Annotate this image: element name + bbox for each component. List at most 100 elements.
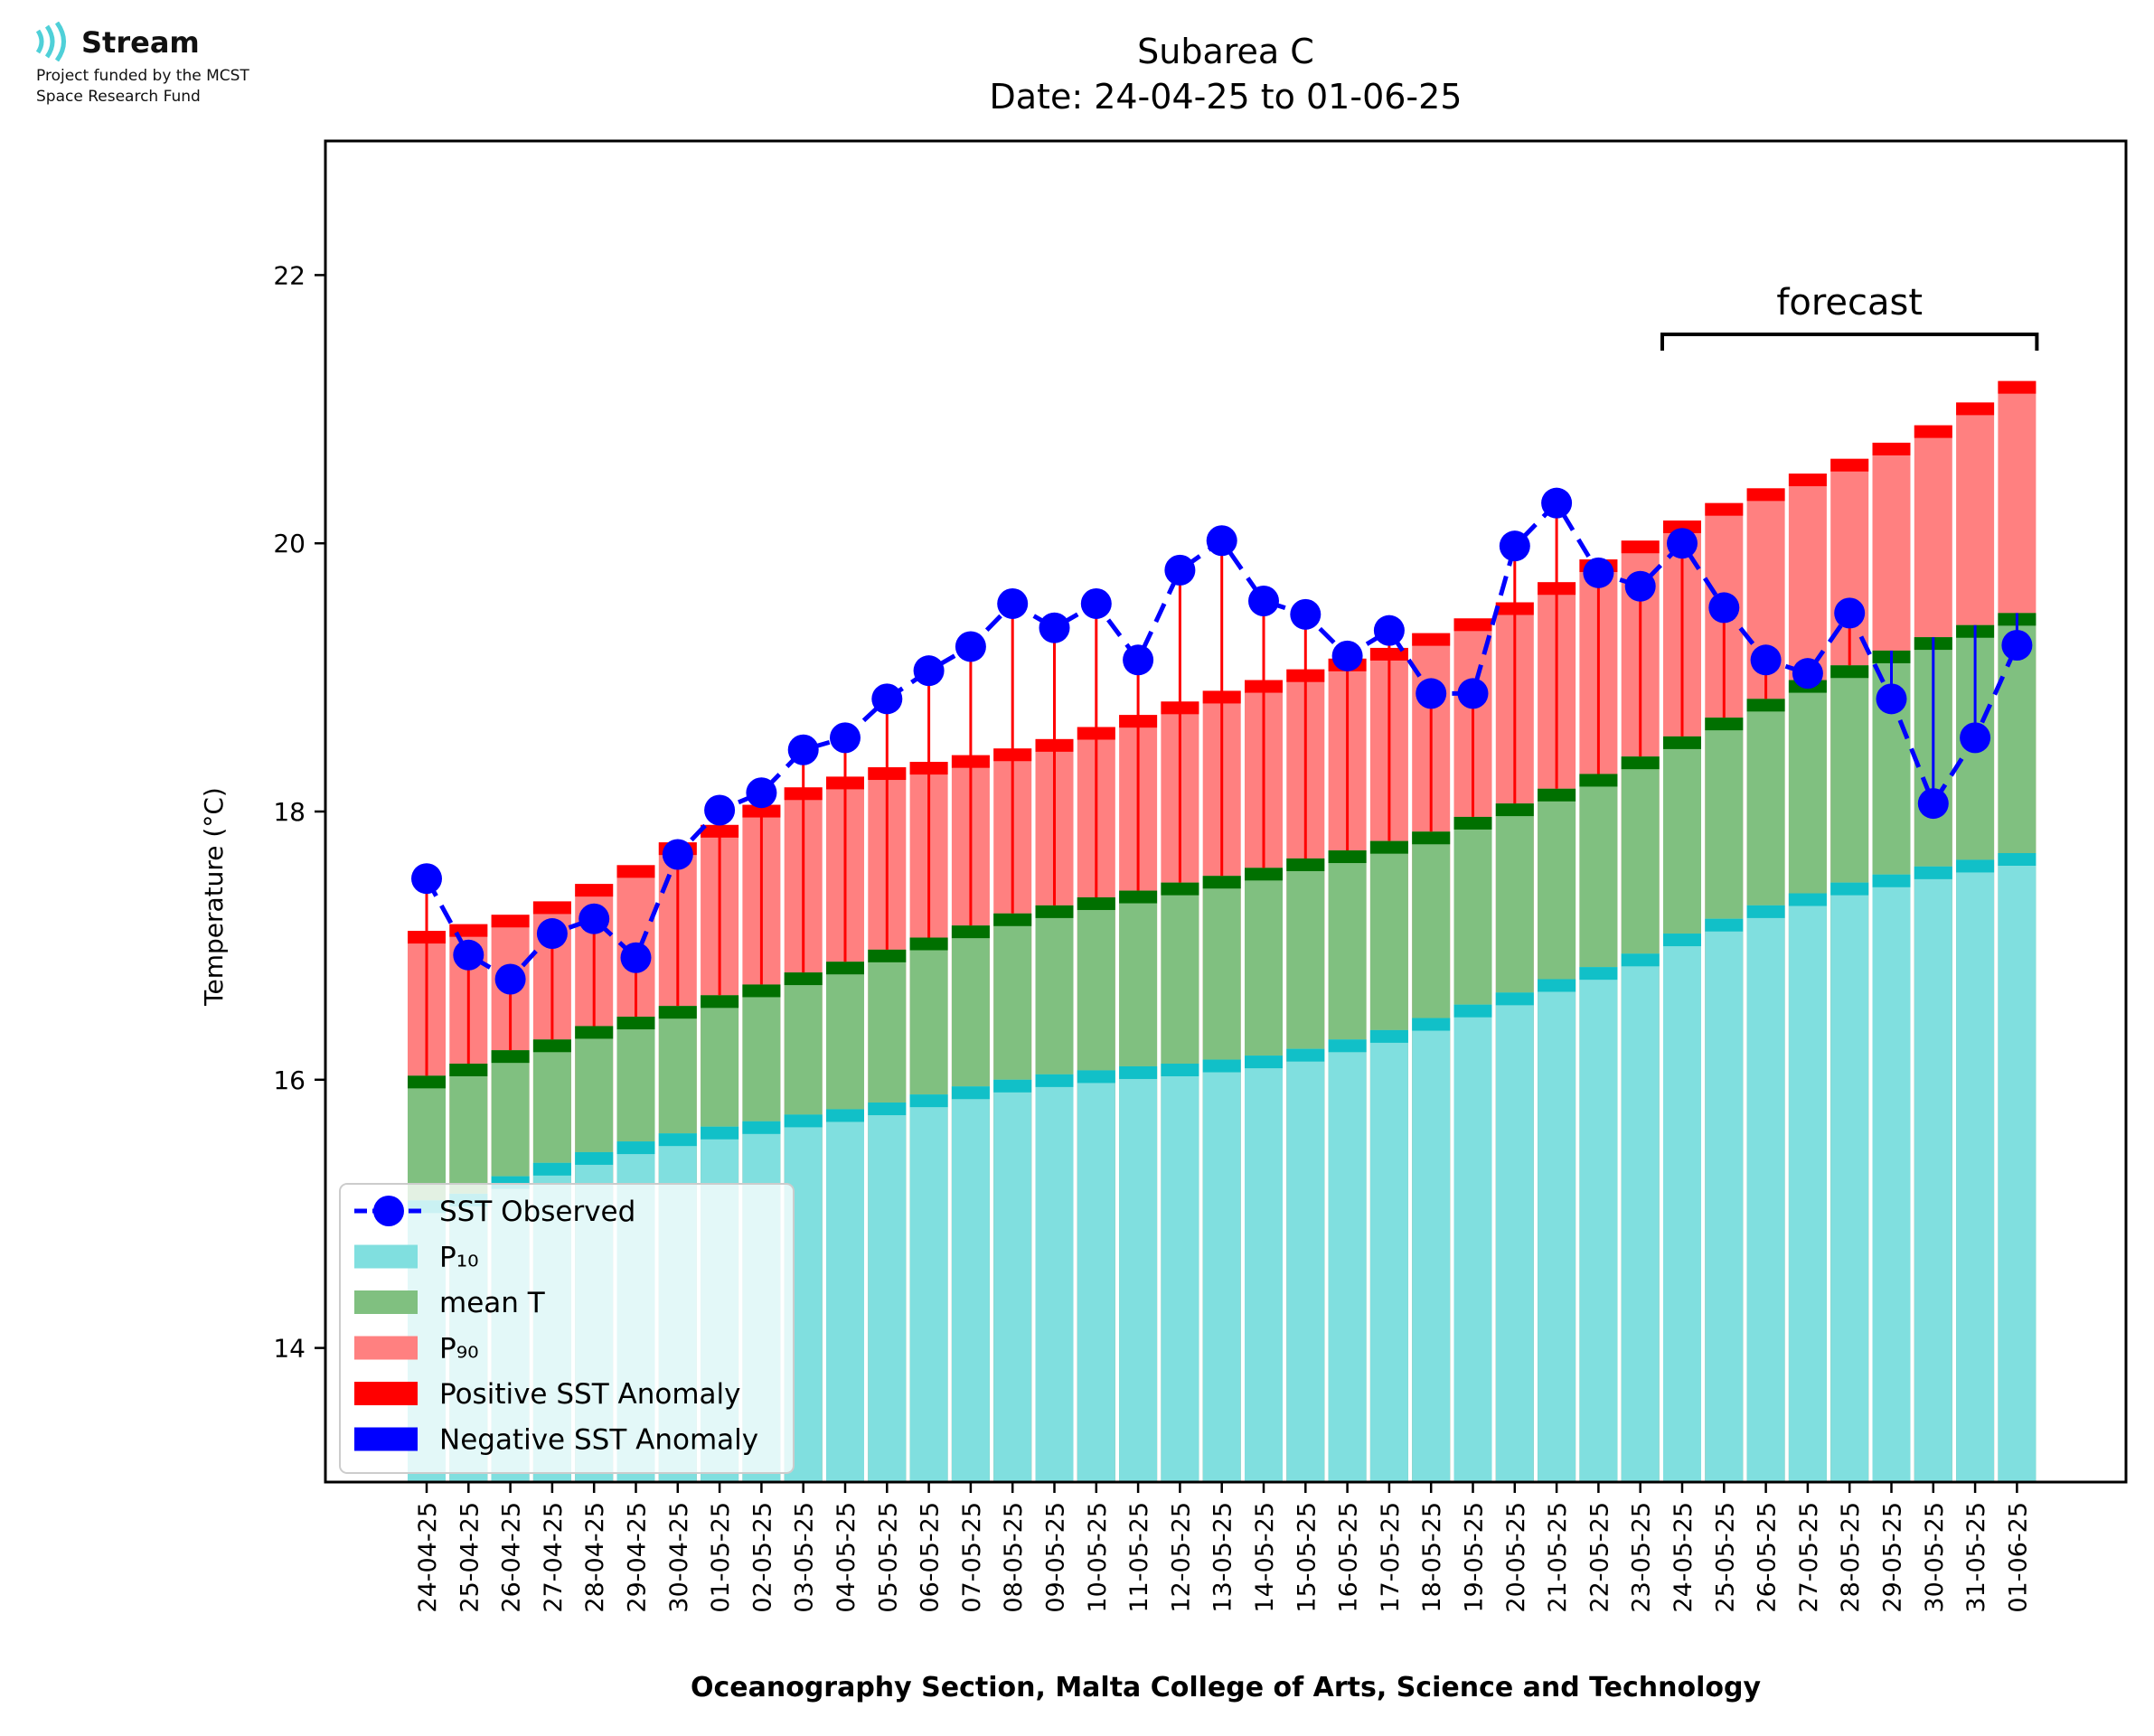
bar-cap-mean-t	[1119, 890, 1158, 904]
bar-cap-mean-t	[1746, 699, 1785, 712]
bar-cap-p90	[1705, 502, 1744, 516]
legend-label: Positive SST Anomaly	[439, 1378, 740, 1411]
bar-cap-p10	[1119, 1065, 1158, 1079]
bar-cap-mean-t	[1621, 756, 1660, 770]
legend-label: mean T	[439, 1287, 546, 1319]
bar-cap-p90	[1914, 425, 1952, 438]
bar-cap-p10	[1663, 934, 1701, 947]
sst-observed-point	[871, 683, 903, 715]
bar-p10	[1621, 953, 1660, 1482]
bar-cap-mean-t	[575, 1026, 614, 1039]
bar-cap-p10	[993, 1079, 1032, 1093]
x-tick-label: 04-05-25	[832, 1502, 861, 1613]
sst-observed-point	[1834, 597, 1866, 629]
sst-observed-point	[1541, 487, 1573, 519]
bar-cap-mean-t	[742, 984, 781, 998]
x-tick-label: 27-04-25	[540, 1502, 568, 1613]
sst-observed-point	[746, 777, 777, 809]
bar-cap-p10	[1077, 1070, 1115, 1084]
bar-cap-p10	[658, 1133, 697, 1147]
y-tick-label: 22	[273, 260, 306, 290]
bar-cap-mean-t	[1538, 788, 1576, 802]
x-tick-label: 21-05-25	[1544, 1502, 1572, 1613]
legend-label: P₉₀	[439, 1333, 479, 1365]
bar-cap-p90	[1830, 458, 1869, 472]
bar-cap-p10	[951, 1086, 990, 1100]
bar-cap-p10	[532, 1162, 571, 1176]
sst-observed-point	[1164, 554, 1196, 586]
bar-cap-mean-t	[1830, 665, 1869, 679]
bar-cap-mean-t	[1035, 905, 1074, 918]
sst-observed-point	[1792, 658, 1823, 690]
x-tick-label: 02-05-25	[748, 1502, 776, 1613]
legend-swatch	[354, 1290, 418, 1314]
bar-cap-mean-t	[1579, 774, 1618, 787]
sst-observed-point	[830, 722, 861, 754]
x-tick-label: 30-04-25	[665, 1502, 693, 1613]
x-tick-label: 29-04-25	[624, 1502, 652, 1613]
bar-cap-p10	[1412, 1018, 1451, 1031]
legend-item: P₉₀	[354, 1333, 479, 1365]
x-tick-label: 07-05-25	[958, 1502, 986, 1613]
x-tick-label: 23-05-25	[1628, 1502, 1656, 1613]
bar-cap-mean-t	[1453, 816, 1492, 830]
y-tick-label: 18	[273, 797, 306, 827]
bar-cap-mean-t	[1328, 850, 1367, 864]
bar-p10	[993, 1079, 1032, 1482]
bar-cap-mean-t	[868, 949, 907, 962]
sst-observed-point	[1960, 722, 1991, 754]
sst-observed-point	[1206, 525, 1237, 557]
sst-observed-point	[955, 631, 986, 662]
bar-cap-p10	[575, 1151, 614, 1165]
x-tick-label: 03-05-25	[791, 1502, 819, 1613]
x-tick-label: 26-04-25	[498, 1502, 526, 1613]
bar-cap-p10	[1453, 1004, 1492, 1018]
bar-cap-p10	[1998, 853, 2036, 867]
legend-item: P₁₀	[354, 1242, 479, 1274]
legend-swatch	[354, 1336, 418, 1360]
funding-line-1: Project funded by the MCST	[36, 67, 249, 85]
bar-p10	[1663, 934, 1701, 1482]
legend-item: Positive SST Anomaly	[354, 1378, 740, 1411]
sst-observed-point	[1039, 612, 1070, 643]
bar-p10	[1872, 874, 1911, 1482]
bar-cap-p10	[1705, 918, 1744, 932]
sst-observed-point	[787, 734, 819, 765]
x-axis-label: Oceanography Section, Malta College of A…	[691, 1672, 1762, 1703]
sst-observed-point	[494, 963, 526, 995]
bar-cap-p10	[909, 1094, 948, 1108]
bar-cap-p10	[616, 1141, 655, 1155]
bar-cap-p10	[1286, 1048, 1325, 1062]
bar-cap-p10	[1202, 1059, 1241, 1073]
legend-box	[339, 1183, 795, 1474]
x-tick-label: 09-05-25	[1042, 1502, 1070, 1613]
bar-cap-p10	[1956, 859, 1995, 873]
bar-cap-mean-t	[1286, 858, 1325, 871]
x-tick-label: 08-05-25	[1000, 1502, 1028, 1613]
sst-observed-point	[1624, 570, 1656, 602]
legend-swatch	[354, 1427, 418, 1451]
y-tick-label: 16	[273, 1065, 306, 1095]
bar-cap-p90	[1746, 488, 1785, 502]
legend-swatch	[354, 1244, 418, 1269]
bar-p10	[1956, 859, 1995, 1482]
bar-cap-p10	[868, 1103, 907, 1116]
signal-waves-icon	[35, 22, 66, 61]
legend-item: Negative SST Anomaly	[354, 1424, 758, 1457]
chart-title: Subarea C	[1137, 32, 1314, 71]
sst-observed-point	[453, 939, 484, 971]
bar-cap-p10	[1369, 1029, 1408, 1043]
bar-p10	[1538, 979, 1576, 1482]
bar-cap-p90	[532, 901, 571, 915]
funding-line-2: Space Research Fund	[36, 88, 201, 106]
bar-cap-p90	[1956, 402, 1995, 416]
bar-p10	[1579, 967, 1618, 1482]
bar-cap-p90	[491, 915, 530, 928]
bar-p10	[1286, 1048, 1325, 1482]
sst-observed-point	[1750, 644, 1782, 676]
bar-p10	[1077, 1070, 1115, 1482]
bar-cap-mean-t	[784, 972, 823, 986]
bar-cap-mean-t	[532, 1039, 571, 1053]
x-tick-label: 24-04-25	[414, 1502, 442, 1613]
bar-p10	[868, 1103, 907, 1482]
